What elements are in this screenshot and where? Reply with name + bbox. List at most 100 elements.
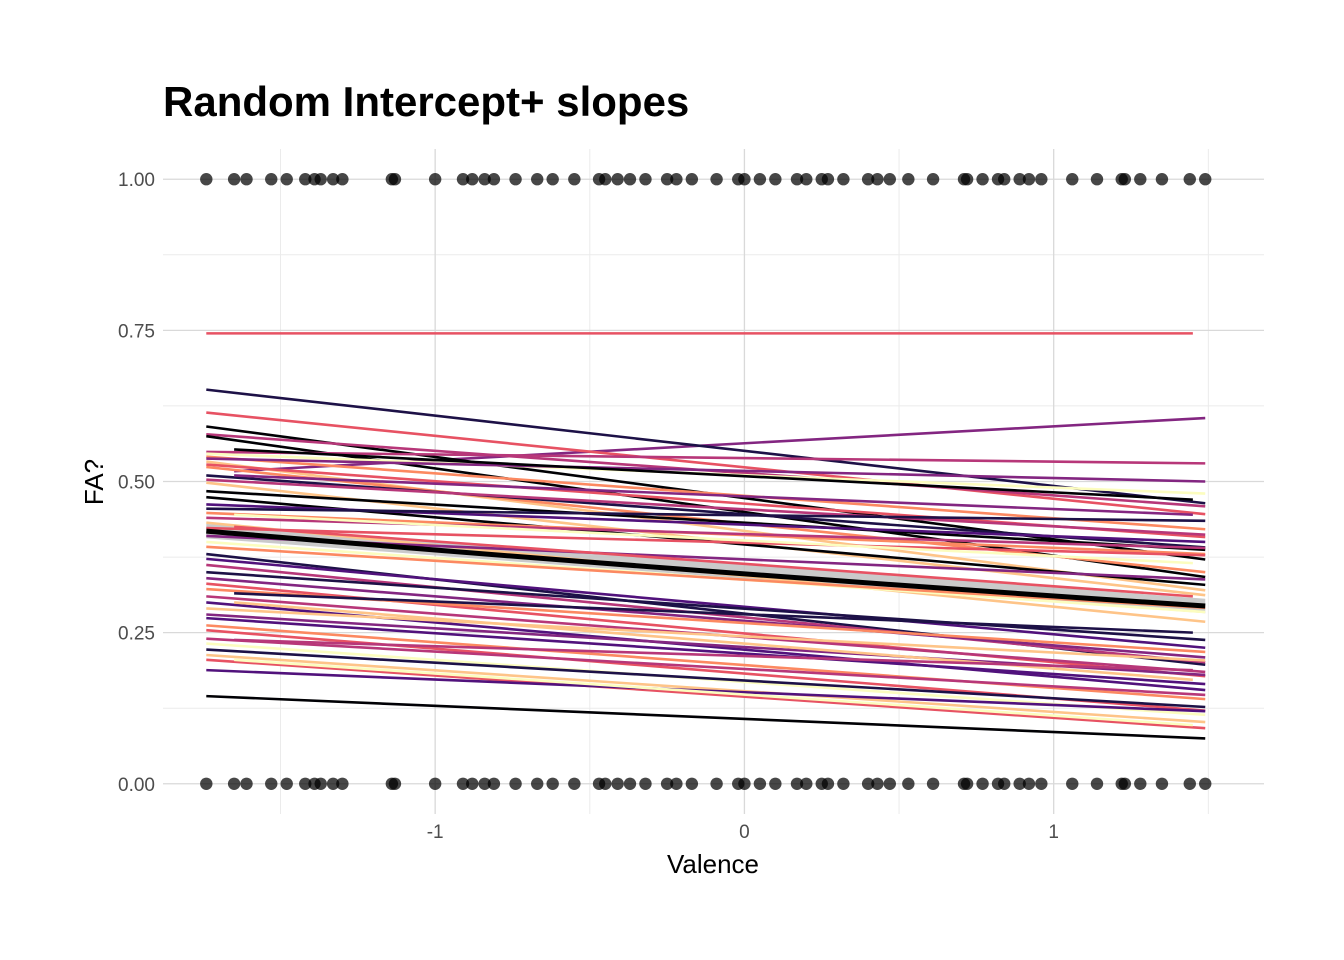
random-slope-line — [206, 457, 1206, 483]
random-slope-line — [206, 545, 1206, 610]
data-point — [976, 173, 989, 186]
data-point — [998, 173, 1011, 186]
random-slope-line — [206, 526, 1206, 557]
data-point — [200, 173, 213, 186]
random-slope-lines — [206, 332, 1206, 740]
data-point — [568, 777, 581, 790]
data-point — [837, 777, 850, 790]
random-slope-line — [206, 411, 1206, 516]
data-point — [428, 777, 442, 790]
data-point — [388, 777, 402, 790]
data-point — [670, 173, 683, 186]
data-point — [926, 173, 940, 186]
data-point — [769, 173, 782, 186]
data-point — [1090, 777, 1104, 790]
data-point — [821, 777, 835, 790]
data-point — [1134, 173, 1147, 186]
random-slope-line — [206, 658, 1206, 730]
random-slope-line — [206, 694, 1206, 740]
random-slope-line — [206, 455, 1206, 531]
data-point — [800, 173, 813, 186]
chart-title: Random Intercept+ slopes — [163, 78, 689, 125]
random-slope-line — [206, 637, 1206, 697]
data-point — [670, 777, 683, 790]
data-point — [546, 173, 559, 186]
data-point — [883, 777, 896, 790]
data-point — [314, 173, 327, 186]
data-point — [769, 777, 782, 790]
data-point — [1035, 777, 1048, 790]
data-point — [753, 777, 767, 790]
random-slope-line — [206, 648, 1206, 709]
data-points — [200, 173, 1212, 790]
data-point — [660, 173, 674, 186]
x-tick-label: -1 — [427, 822, 444, 843]
data-point — [821, 173, 835, 186]
data-point — [509, 173, 522, 186]
random-slope-line — [234, 525, 1193, 598]
data-point — [478, 777, 491, 790]
data-point — [1155, 173, 1169, 186]
data-point — [478, 173, 491, 186]
data-point — [639, 173, 652, 186]
data-point — [1155, 777, 1169, 790]
data-point — [960, 777, 974, 790]
data-point — [326, 173, 340, 186]
data-point — [299, 173, 312, 186]
data-point — [599, 777, 612, 790]
data-point — [738, 173, 751, 186]
data-point — [1199, 173, 1212, 186]
data-point — [1013, 173, 1026, 186]
data-point — [280, 173, 293, 186]
data-point — [685, 173, 699, 186]
data-point — [960, 173, 974, 186]
random-slope-line — [206, 576, 1206, 659]
data-point — [509, 777, 522, 790]
y-tick-labels: 0.00 0.25 0.50 0.75 1.00 — [118, 170, 155, 796]
random-slope-line — [234, 474, 1193, 517]
random-slope-line — [234, 638, 1193, 672]
data-point — [466, 173, 479, 186]
y-tick-label: 0.00 — [118, 775, 155, 796]
data-point — [623, 777, 637, 790]
x-tick-label: 0 — [739, 822, 750, 843]
data-point — [314, 777, 327, 790]
random-slope-line — [206, 489, 1206, 552]
data-point — [902, 173, 915, 186]
data-point — [710, 173, 723, 186]
data-point — [1090, 173, 1104, 186]
data-point — [976, 777, 989, 790]
random-slope-line — [234, 658, 1193, 727]
random-slope-line — [234, 448, 1193, 501]
data-point — [1199, 777, 1212, 790]
data-point — [326, 777, 340, 790]
data-point — [837, 173, 850, 186]
data-point — [1022, 777, 1036, 790]
data-point — [531, 173, 544, 186]
data-point — [1183, 777, 1196, 790]
data-point — [1134, 777, 1147, 790]
data-point — [639, 777, 652, 790]
data-point — [227, 173, 241, 186]
data-point — [1066, 777, 1079, 790]
random-slope-line — [234, 513, 1193, 565]
y-tick-label: 0.75 — [118, 321, 155, 342]
data-point — [1022, 173, 1036, 186]
data-point — [753, 173, 767, 186]
data-point — [487, 777, 501, 790]
fixed-effect-curve — [206, 528, 1206, 609]
random-slope-line — [206, 653, 1206, 724]
data-point — [388, 173, 402, 186]
random-slope-line — [206, 607, 1206, 662]
data-point — [800, 777, 813, 790]
data-point — [546, 777, 559, 790]
random-slope-line — [206, 557, 1206, 650]
data-point — [611, 173, 624, 186]
data-point — [299, 777, 312, 790]
data-point — [265, 173, 278, 186]
data-point — [428, 173, 442, 186]
data-point — [660, 777, 674, 790]
data-point — [265, 777, 278, 790]
data-point — [861, 777, 875, 790]
